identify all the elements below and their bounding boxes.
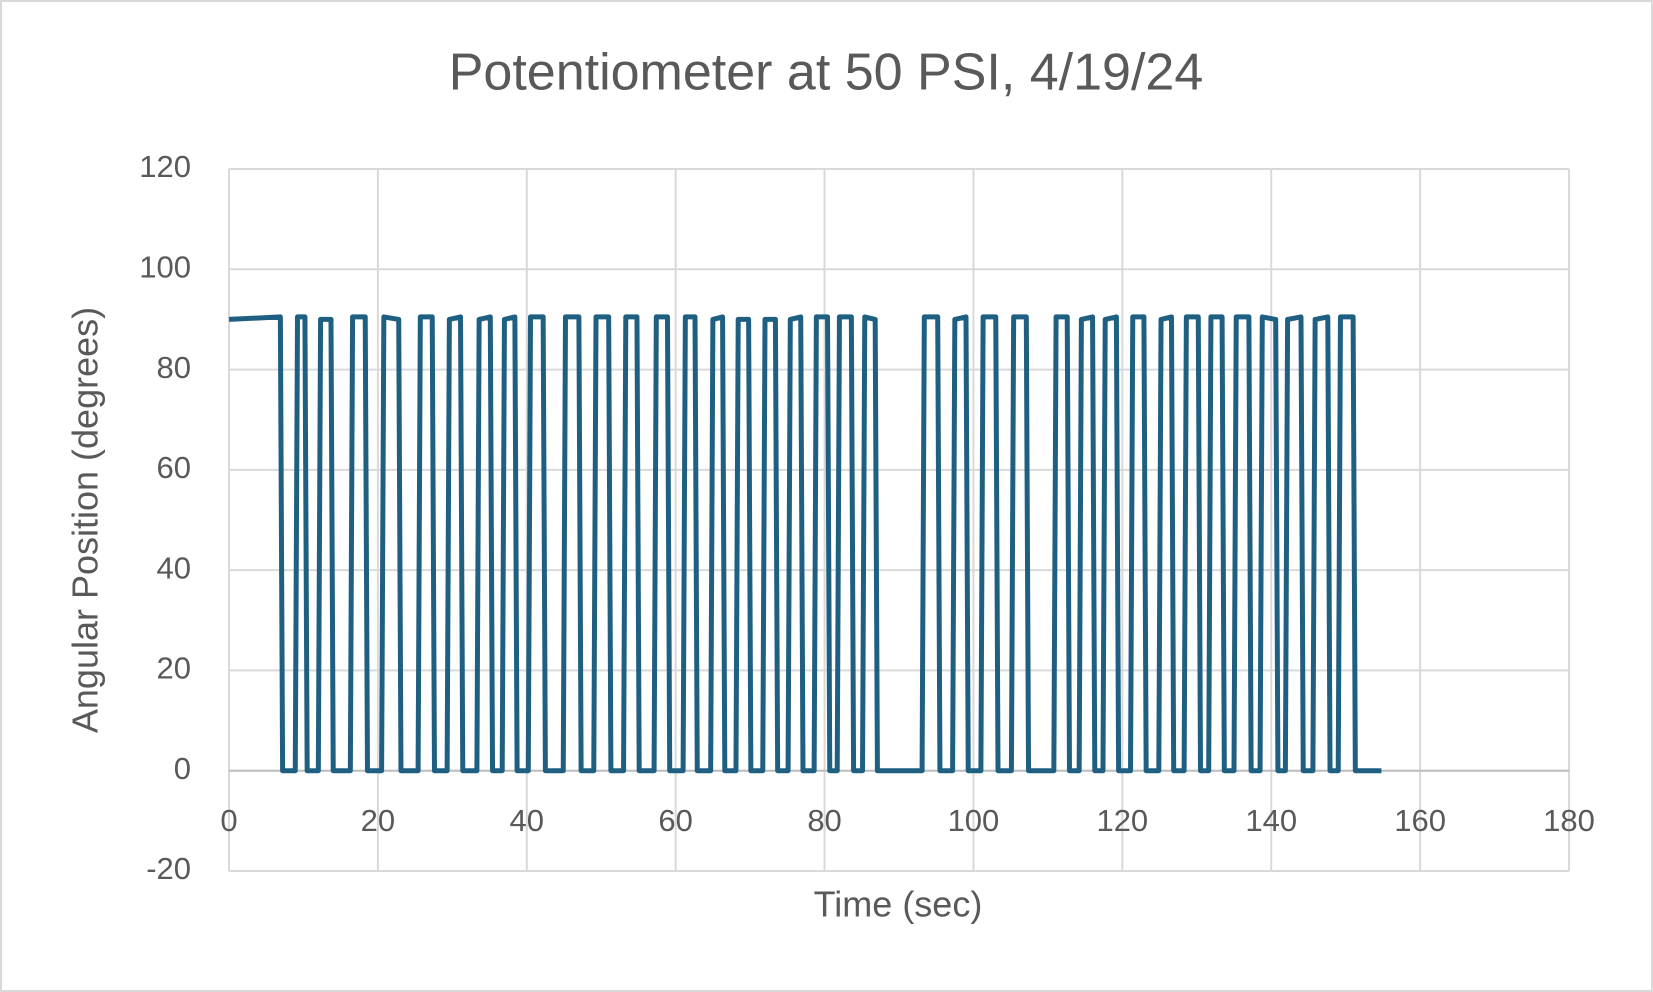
x-tick-label: 140 xyxy=(1245,803,1297,838)
y-tick-label: -20 xyxy=(146,851,191,886)
y-axis-title: Angular Position (degrees) xyxy=(65,307,106,733)
x-tick-label: 80 xyxy=(807,803,841,838)
y-tick-label: 20 xyxy=(157,651,191,686)
x-tick-label: 160 xyxy=(1394,803,1446,838)
y-tick-label: 100 xyxy=(139,249,191,284)
x-tick-label: 0 xyxy=(220,803,237,838)
y-tick-label: 60 xyxy=(157,450,191,485)
x-tick-label: 20 xyxy=(361,803,395,838)
chart-title: Potentiometer at 50 PSI, 4/19/24 xyxy=(449,44,1203,102)
x-tick-label: 180 xyxy=(1543,803,1595,838)
y-tick-label: 40 xyxy=(157,550,191,585)
x-tick-label: 120 xyxy=(1096,803,1148,838)
y-tick-label: 80 xyxy=(157,350,191,385)
x-axis-title: Time (sec) xyxy=(814,884,983,925)
y-tick-label: 0 xyxy=(174,751,191,786)
x-tick-label: 100 xyxy=(948,803,1000,838)
x-tick-label: 40 xyxy=(510,803,544,838)
x-tick-label: 60 xyxy=(658,803,692,838)
data-line xyxy=(228,314,1382,774)
y-tick-label: 120 xyxy=(139,149,191,184)
